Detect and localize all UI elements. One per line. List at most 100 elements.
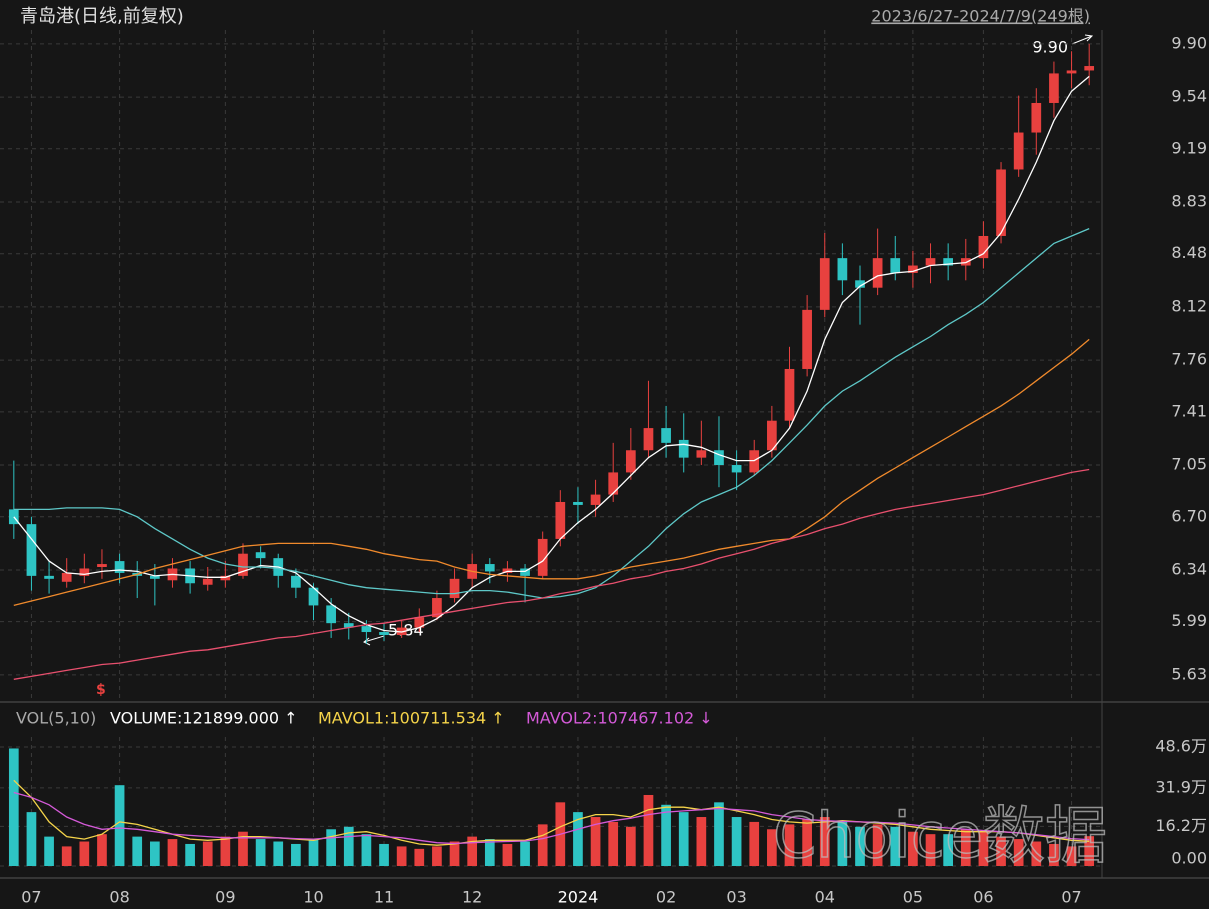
volume-bar [396, 846, 407, 866]
candle-body [943, 258, 954, 266]
candle-body [79, 568, 90, 576]
x-tick-label: 04 [815, 888, 835, 907]
volume-bar [326, 829, 336, 866]
x-tick-label: 10 [303, 888, 323, 907]
volume-bar [678, 812, 689, 866]
volume-bar [714, 802, 724, 866]
y-tick-label: 16.2万 [1155, 816, 1207, 835]
candle-body [202, 578, 213, 585]
candle-body [1049, 73, 1059, 103]
candle-body [343, 623, 354, 628]
candle-body [449, 578, 460, 599]
y-tick-label: 31.9万 [1155, 777, 1207, 796]
candle-body [396, 627, 407, 635]
candle-body [731, 465, 742, 473]
volume-bar [608, 821, 619, 866]
y-tick-label: 8.48 [1171, 243, 1207, 262]
candle-body [114, 561, 125, 573]
x-tick-label: 2024 [558, 888, 599, 907]
y-tick-label: 8.83 [1171, 191, 1207, 210]
volume-bar [185, 843, 195, 866]
ma-line [13, 338, 1090, 607]
candle-body [379, 632, 389, 635]
volume-bar [890, 826, 901, 866]
candle-body [819, 258, 830, 310]
high-label: 9.90 [1032, 38, 1068, 57]
candle-body [960, 258, 971, 266]
volume-bar [114, 785, 125, 866]
candle-body [520, 568, 530, 576]
volume-bar [731, 817, 742, 866]
volume-bar [643, 794, 654, 866]
candle-body [1013, 132, 1024, 170]
candle-body [890, 258, 901, 273]
volume-bar [308, 839, 319, 866]
volume-bar [8, 748, 19, 866]
volume-bar [696, 817, 707, 866]
volume-bar [167, 839, 178, 866]
candle-body [308, 587, 319, 606]
volume-bar [537, 824, 548, 866]
volume-bar [449, 841, 460, 866]
y-tick-label: 0.00 [1171, 849, 1207, 868]
volume-bar [220, 836, 231, 866]
candle-body [8, 509, 19, 525]
signal-icon: $ [96, 682, 106, 698]
candle-body [484, 564, 495, 572]
watermark: Choice数据 [773, 799, 1107, 872]
candle-body [908, 265, 918, 273]
mavol1-header: MAVOL1:100711.534 ↑ [318, 709, 505, 728]
candle-body [414, 617, 425, 628]
volume-bar [379, 843, 389, 866]
volume-bar [502, 843, 513, 866]
candle-body [255, 552, 266, 559]
volume-bar [61, 846, 72, 866]
volume-bar [978, 831, 989, 866]
volume-bar [361, 834, 372, 866]
volume-bar [44, 836, 54, 866]
candle-body [749, 450, 760, 473]
volume-bar [749, 821, 760, 866]
candle-body [1031, 102, 1042, 133]
volume-bar [1031, 841, 1042, 866]
volume-bar [872, 824, 883, 866]
volume-bar [414, 848, 425, 866]
y-tick-label: 5.63 [1171, 664, 1207, 683]
candle-body [855, 280, 865, 288]
volume-bar [784, 824, 795, 866]
volume-bar [996, 836, 1006, 866]
volume-bar [1049, 843, 1059, 866]
candle-body [326, 605, 336, 624]
candle-body [714, 450, 724, 466]
volume-bar [1013, 839, 1024, 866]
volume-bar [291, 843, 301, 866]
x-tick-label: 08 [109, 888, 129, 907]
candle-body [61, 572, 72, 582]
y-tick-label: 7.76 [1171, 350, 1207, 369]
x-tick-label: 07 [1061, 888, 1081, 907]
volume-bar [960, 829, 971, 866]
candle-body [661, 428, 671, 443]
mavol2-header: MAVOL2:107467.102 ↓ [526, 709, 713, 728]
x-tick-label: 09 [215, 888, 235, 907]
volume-bar [855, 826, 865, 866]
candle-body [573, 501, 583, 505]
volume-bar [149, 841, 160, 866]
volume-bar [26, 812, 37, 866]
candle-body [361, 626, 372, 633]
low-arrow [363, 635, 385, 646]
volume-bar [943, 834, 954, 866]
candle-body [643, 428, 654, 451]
date-range: 2023/6/27-2024/7/9(249根) [871, 7, 1090, 26]
volume-bar [520, 841, 530, 866]
candle-body [26, 524, 37, 576]
high-arrow [1071, 34, 1094, 45]
candle-body [502, 568, 513, 573]
volume-bar [767, 829, 777, 866]
volume-bar [79, 841, 90, 866]
y-tick-label: 9.54 [1171, 87, 1207, 106]
volume-bar [238, 831, 248, 866]
candle-body [872, 258, 883, 288]
